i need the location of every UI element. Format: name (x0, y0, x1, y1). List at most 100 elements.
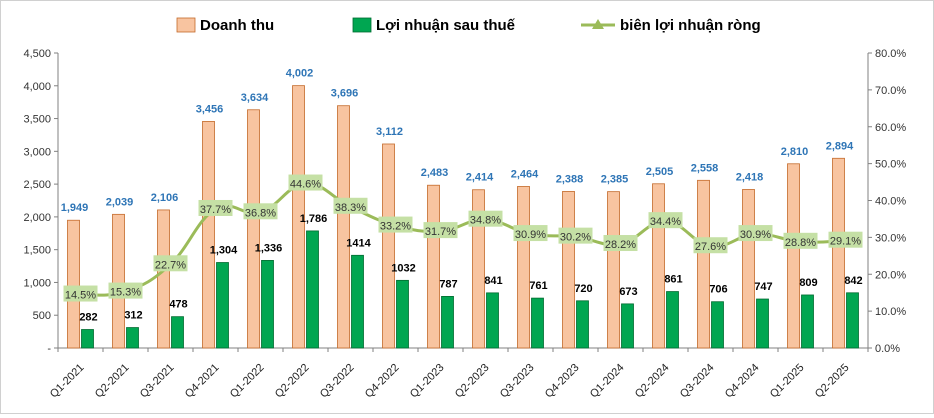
y-right-tick-label: 70.0% (875, 85, 906, 97)
x-tick-label: Q2-2024 (633, 362, 672, 401)
legend-swatch-net-profit (352, 17, 372, 33)
margin-value-label: 28.2% (605, 239, 636, 251)
y-right-tick-label: 0.0% (875, 343, 900, 355)
net-profit-bar (126, 327, 139, 349)
revenue-value-label: 2,483 (421, 167, 449, 179)
revenue-value-label: 2,894 (826, 140, 854, 152)
net-profit-value-label: 706 (709, 284, 727, 296)
x-tick-label: Q1-2022 (228, 362, 267, 401)
revenue-value-label: 1,949 (61, 202, 89, 214)
x-tick-label: Q1-2025 (768, 362, 807, 401)
y-left-tick-label: 4,000 (23, 81, 51, 93)
revenue-bar (787, 163, 800, 349)
margin-label-bg (423, 222, 458, 239)
margin-label-bg (828, 231, 863, 248)
revenue-bar (67, 219, 80, 349)
net-profit-bar (666, 291, 679, 349)
x-tick-label: Q4-2021 (183, 362, 222, 401)
margin-label-bg (288, 174, 323, 191)
revenue-bar (742, 189, 755, 349)
margin-value-label: 30.9% (740, 229, 771, 241)
revenue-value-label: 2,810 (781, 146, 809, 158)
net-profit-bar (81, 329, 94, 349)
y-right-tick-label: 20.0% (875, 269, 906, 281)
x-tick-label: Q1-2021 (48, 362, 87, 401)
margin-value-label: 30.2% (560, 232, 591, 244)
margin-label-bg (513, 225, 548, 242)
y-left-tick-label: 3,000 (23, 146, 51, 158)
revenue-bar (427, 184, 440, 349)
net-profit-bar (351, 254, 364, 349)
revenue-value-label: 3,112 (376, 126, 403, 138)
margin-value-label: 34.4% (650, 216, 681, 228)
revenue-value-label: 3,456 (196, 103, 224, 115)
net-profit-value-label: 1,304 (210, 245, 238, 257)
net-profit-bar (441, 296, 454, 349)
margin-label-bg (198, 199, 233, 216)
revenue-value-label: 3,696 (331, 88, 359, 100)
net-profit-value-label: 282 (79, 312, 97, 324)
net-profit-bar (531, 297, 544, 349)
net-profit-value-label: 720 (574, 283, 592, 295)
margin-label-bg (378, 216, 413, 233)
net-profit-bar (576, 300, 589, 349)
net-profit-value-label: 478 (169, 299, 187, 311)
margin-label-bg (63, 285, 98, 302)
x-tick-label: Q2-2023 (453, 362, 492, 401)
margin-value-label: 27.6% (695, 241, 726, 253)
revenue-bar (157, 209, 170, 349)
revenue-bar (292, 85, 305, 349)
y-left-tick-label: - (47, 343, 51, 355)
margin-value-label: 44.6% (290, 179, 321, 191)
margin-label-bg (333, 197, 368, 214)
x-tick-label: Q3-2023 (498, 362, 537, 401)
margin-value-label: 34.8% (470, 215, 501, 227)
net-profit-value-label: 841 (484, 275, 502, 287)
y-left-tick-label: 2,000 (23, 212, 51, 224)
margin-label-bg (153, 255, 188, 272)
revenue-bar (382, 143, 395, 349)
revenue-value-label: 2,418 (736, 171, 764, 183)
x-tick-label: Q2-2022 (273, 362, 312, 401)
revenue-bar (697, 179, 710, 349)
y-right-tick-label: 60.0% (875, 122, 906, 134)
revenue-value-label: 2,464 (511, 168, 539, 180)
net-profit-bar (801, 294, 814, 349)
net-profit-value-label: 1,786 (300, 213, 328, 225)
net-profit-bar (621, 303, 634, 349)
margin-label-bg (603, 235, 638, 252)
net-profit-bar (711, 301, 724, 349)
net-profit-value-label: 747 (754, 281, 772, 293)
revenue-value-label: 2,558 (691, 162, 719, 174)
revenue-bar (202, 121, 215, 349)
net-profit-value-label: 1032 (391, 262, 415, 274)
x-tick-label: Q4-2023 (543, 362, 582, 401)
net-profit-value-label: 809 (799, 277, 817, 289)
margin-label-bg (468, 210, 503, 227)
margin-value-label: 31.7% (425, 226, 456, 238)
x-tick-label: Q2-2025 (813, 362, 852, 401)
revenue-bar (112, 213, 125, 349)
revenue-bar (562, 191, 575, 349)
margin-label-bg (108, 282, 143, 299)
margin-value-label: 30.9% (515, 229, 546, 241)
y-left-tick-label: 2,500 (23, 179, 51, 191)
revenue-value-label: 2,385 (601, 174, 629, 186)
y-right-tick-label: 30.0% (875, 232, 906, 244)
margin-label-bg (243, 203, 278, 220)
net-profit-bar (486, 292, 499, 349)
revenue-bar (472, 189, 485, 349)
x-tick-label: Q1-2024 (588, 362, 627, 401)
legend-swatch-revenue (176, 17, 196, 33)
y-left-tick-label: 4,500 (23, 48, 51, 60)
net-profit-value-label: 787 (439, 278, 457, 290)
y-right-tick-label: 40.0% (875, 196, 906, 208)
margin-label-bg (558, 227, 593, 244)
revenue-value-label: 4,002 (286, 68, 314, 80)
revenue-value-label: 2,414 (466, 172, 494, 184)
x-tick-label: Q3-2021 (138, 362, 177, 401)
revenue-bar (517, 186, 530, 349)
margin-value-label: 36.8% (245, 207, 276, 219)
